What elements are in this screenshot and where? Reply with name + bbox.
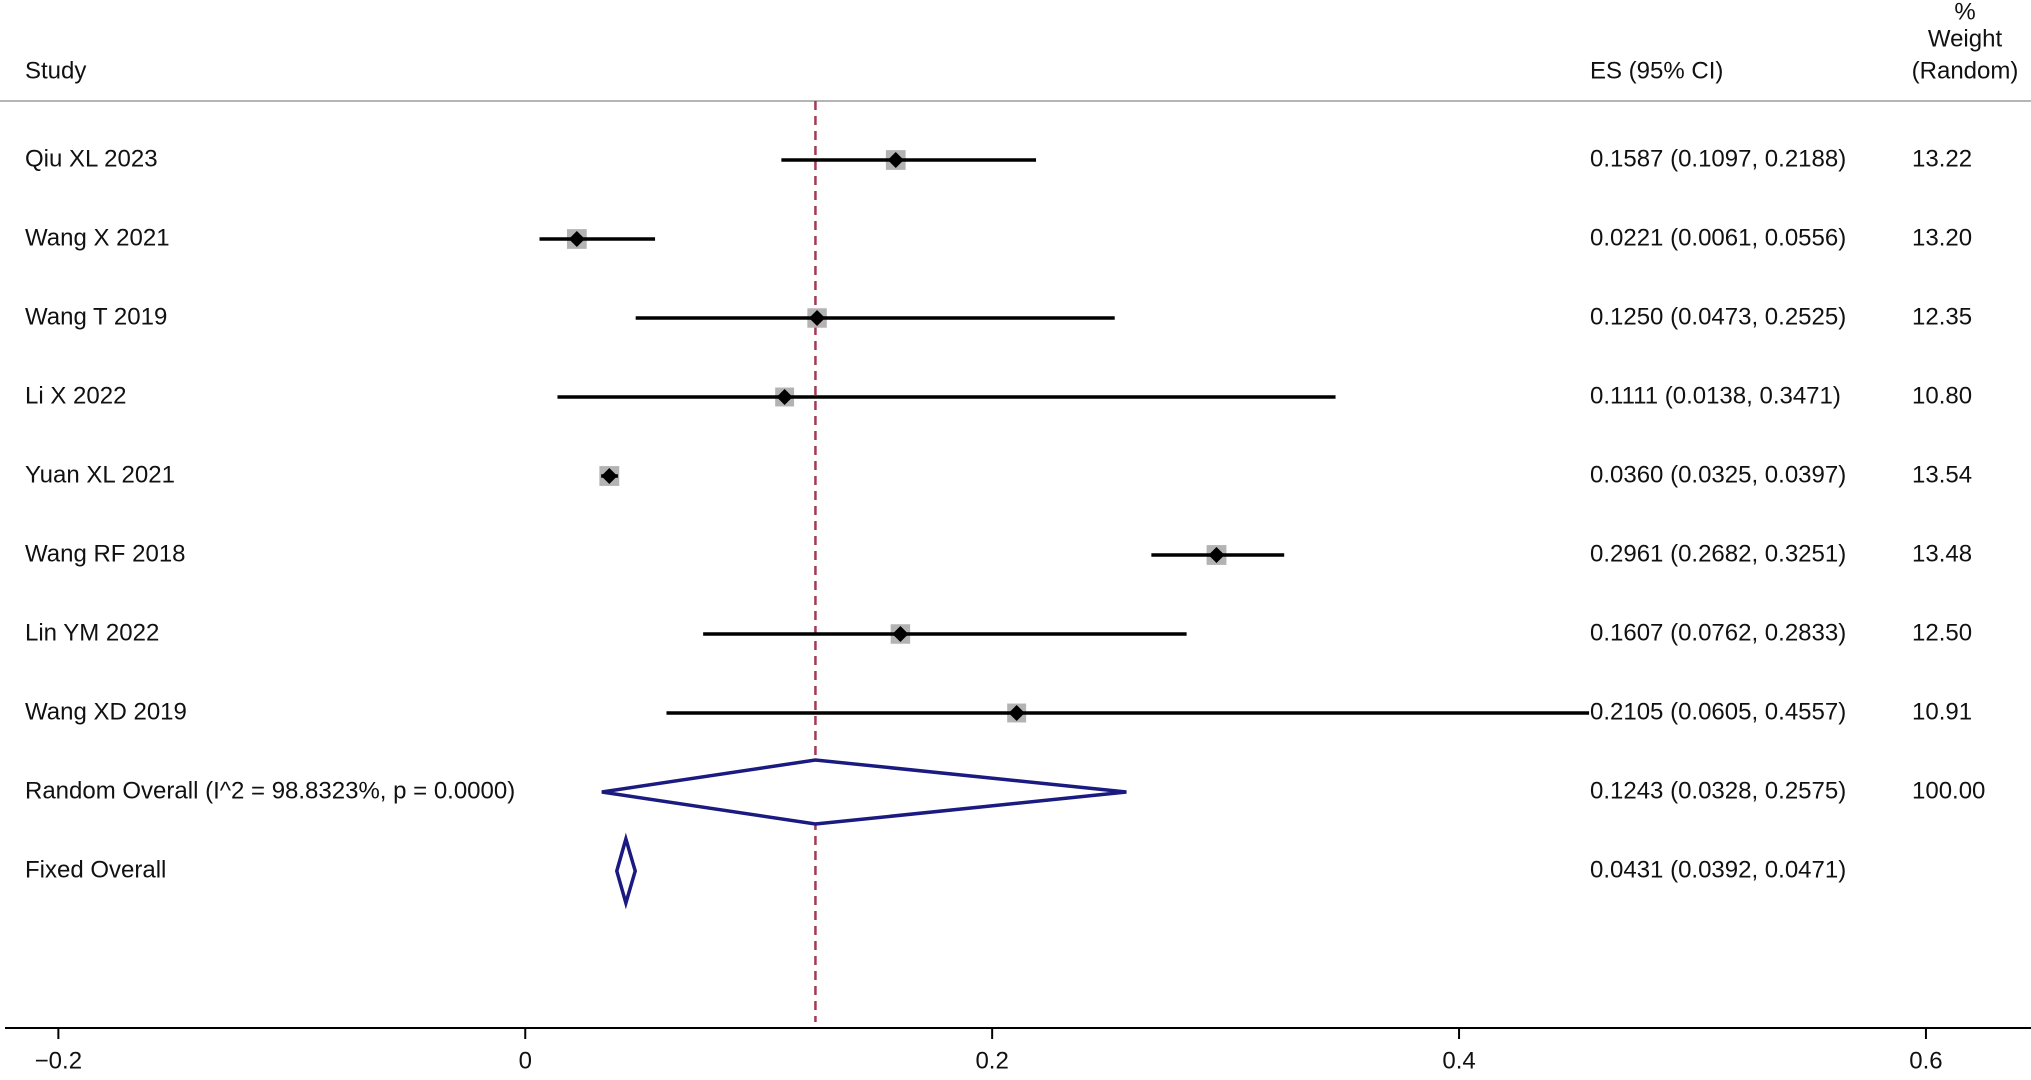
- fixed-overall-row: Fixed Overall 0.0431 (0.0392, 0.0471): [25, 832, 1846, 910]
- study-row: Lin YM 2022 0.1607 (0.0762, 0.2833) 12.50: [25, 619, 1972, 646]
- study-row: Wang X 2021 0.0221 (0.0061, 0.0556) 13.20: [25, 224, 1972, 251]
- study-label: Wang X 2021: [25, 224, 170, 251]
- point-estimate: [1008, 705, 1025, 721]
- random-overall-row: Random Overall (I^2 = 98.8323%, p = 0.00…: [25, 758, 1985, 826]
- x-tick-label: 0.4: [1442, 1047, 1475, 1074]
- random-overall-diamond: [601, 758, 1127, 826]
- header-weight-line: Weight: [1928, 25, 2003, 52]
- es-ci-text: 0.1250 (0.0473, 0.2525): [1590, 303, 1846, 330]
- x-tick-label: −0.2: [35, 1047, 82, 1074]
- es-ci-text: 0.0221 (0.0061, 0.0556): [1590, 224, 1846, 251]
- study-row: Wang RF 2018 0.2961 (0.2682, 0.3251) 13.48: [25, 540, 1972, 567]
- x-tick-label: 0: [519, 1047, 532, 1074]
- header-weight-line: %: [1954, 0, 1975, 25]
- point-estimate: [601, 468, 618, 484]
- study-row: Qiu XL 2023 0.1587 (0.1097, 0.2188) 13.22: [25, 145, 1972, 172]
- weight-text: 12.50: [1912, 619, 1972, 646]
- point-estimate: [1208, 547, 1225, 563]
- study-row: Wang T 2019 0.1250 (0.0473, 0.2525) 12.35: [25, 303, 1972, 330]
- es-ci-text: 0.2961 (0.2682, 0.3251): [1590, 540, 1846, 567]
- header-es: ES (95% CI): [1590, 57, 1723, 84]
- weight-text: 100.00: [1912, 777, 1985, 804]
- study-label: Wang RF 2018: [25, 540, 186, 567]
- weight-text: 10.91: [1912, 698, 1972, 725]
- header: Study ES (95% CI)%Weight (Random): [0, 0, 2031, 102]
- study-label: Qiu XL 2023: [25, 145, 158, 172]
- point-estimate: [887, 152, 904, 168]
- study-rows: Qiu XL 2023 0.1587 (0.1097, 0.2188) 13.22 W…: [25, 145, 1972, 725]
- es-ci-text: 0.1587 (0.1097, 0.2188): [1590, 145, 1846, 172]
- weight-text: 13.22: [1912, 145, 1972, 172]
- study-label: Wang XD 2019: [25, 698, 187, 725]
- es-ci-text: 0.1243 (0.0328, 0.2575): [1590, 777, 1846, 804]
- study-row: Li X 2022 0.1111 (0.0138, 0.3471) 10.80: [25, 382, 1972, 409]
- weight-text: 13.20: [1912, 224, 1972, 251]
- study-row: Yuan XL 2021 0.0360 (0.0325, 0.0397) 13.54: [25, 461, 1972, 488]
- header-weight-line: (Random): [1912, 57, 2019, 84]
- overall-rows: Random Overall (I^2 = 98.8323%, p = 0.00…: [25, 758, 1985, 910]
- study-label: Yuan XL 2021: [25, 461, 175, 488]
- fixed-overall-label: Fixed Overall: [25, 856, 166, 883]
- es-ci-text: 0.1111 (0.0138, 0.3471): [1590, 382, 1841, 409]
- x-axis: −0.2 0 0.2 0.4 0.6: [5, 1027, 2031, 1074]
- es-ci-text: 0.2105 (0.0605, 0.4557): [1590, 698, 1846, 725]
- point-estimate: [809, 310, 826, 326]
- weight-text: 13.54: [1912, 461, 1972, 488]
- es-ci-text: 0.1607 (0.0762, 0.2833): [1590, 619, 1846, 646]
- weight-text: 10.80: [1912, 382, 1972, 409]
- es-ci-text: 0.0360 (0.0325, 0.0397): [1590, 461, 1846, 488]
- header-study: Study: [25, 57, 86, 84]
- point-estimate: [892, 626, 909, 642]
- x-tick-label: 0.6: [1909, 1047, 1942, 1074]
- fixed-overall-diamond: [614, 832, 638, 910]
- study-row: Wang XD 2019 0.2105 (0.0605, 0.4557) 10.91: [25, 698, 1972, 725]
- point-estimate: [776, 389, 793, 405]
- es-ci-text: 0.0431 (0.0392, 0.0471): [1590, 856, 1846, 883]
- study-label: Lin YM 2022: [25, 619, 159, 646]
- weight-text: 12.35: [1912, 303, 1972, 330]
- study-label: Wang T 2019: [25, 303, 167, 330]
- weight-text: 13.48: [1912, 540, 1972, 567]
- x-tick-label: 0.2: [975, 1047, 1008, 1074]
- random-overall-label: Random Overall (I^2 = 98.8323%, p = 0.00…: [25, 777, 515, 804]
- study-label: Li X 2022: [25, 382, 126, 409]
- point-estimate: [568, 231, 585, 247]
